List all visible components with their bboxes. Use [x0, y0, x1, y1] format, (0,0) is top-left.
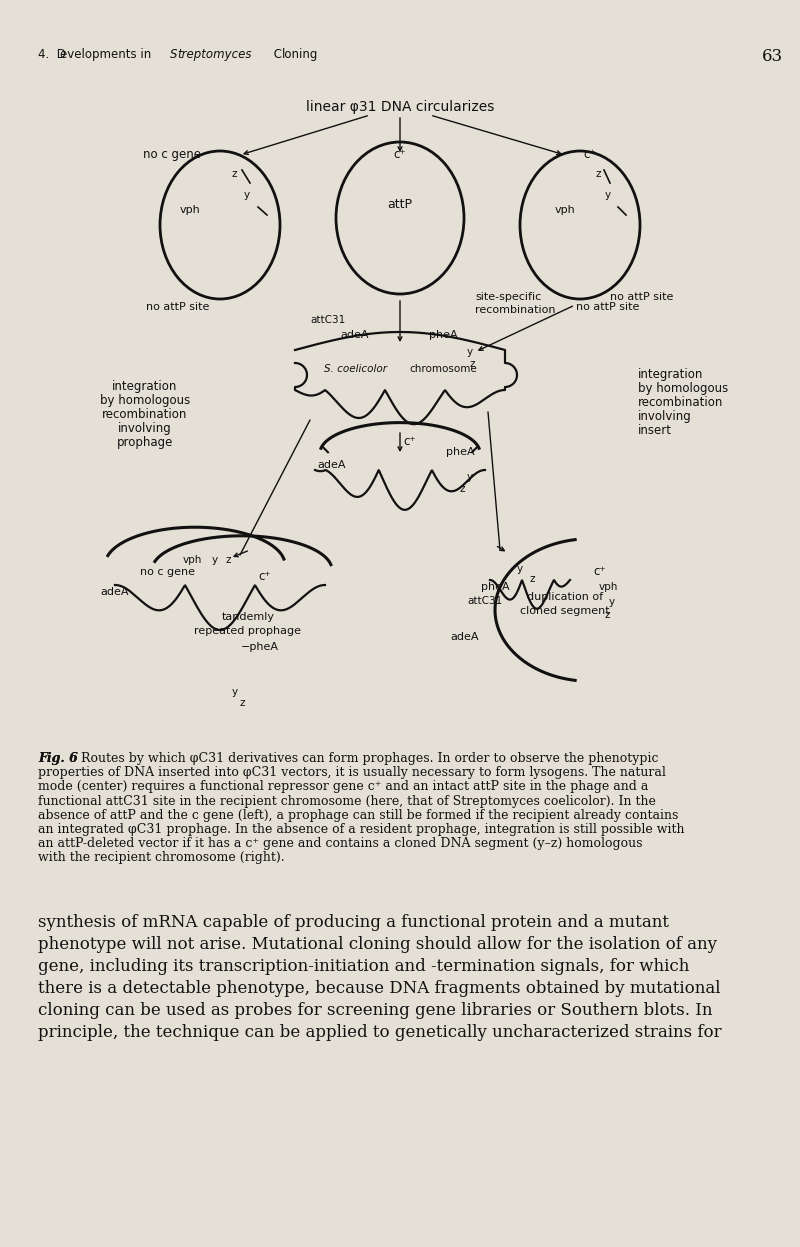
Text: by homologous: by homologous [100, 394, 190, 407]
Text: mode (center) requires a functional repressor gene c⁺ and an intact attP site in: mode (center) requires a functional repr… [38, 781, 648, 793]
Text: absence of attP and the c gene (left), a prophage can still be formed if the rec: absence of attP and the c gene (left), a… [38, 809, 678, 822]
Text: S. coelicolor: S. coelicolor [323, 364, 386, 374]
Text: c⁺: c⁺ [584, 148, 596, 161]
Text: vph: vph [180, 205, 200, 214]
Text: 4.  D: 4. D [38, 47, 66, 61]
Text: y: y [467, 347, 473, 357]
Text: duplication of: duplication of [527, 592, 603, 602]
Text: cloning can be used as probes for screening gene libraries or Southern blots. In: cloning can be used as probes for screen… [38, 1001, 713, 1019]
Text: an integrated φC31 prophage. In the absence of a resident prophage, integration : an integrated φC31 prophage. In the abse… [38, 823, 685, 835]
Text: by homologous: by homologous [638, 382, 728, 395]
Text: integration: integration [638, 368, 703, 382]
Text: c⁺: c⁺ [258, 570, 271, 584]
Text: no c gene: no c gene [143, 148, 201, 161]
Text: z: z [231, 170, 237, 180]
Text: repeated prophage: repeated prophage [194, 626, 302, 636]
Text: no attP site: no attP site [610, 292, 674, 302]
Text: attP: attP [387, 198, 413, 211]
Text: pheA: pheA [429, 330, 458, 340]
Text: no attP site: no attP site [146, 302, 210, 312]
Text: recombination: recombination [102, 408, 188, 421]
Text: adeA: adeA [450, 632, 479, 642]
Text: involving: involving [638, 410, 692, 423]
Text: C: C [270, 47, 282, 61]
Text: involving: involving [118, 421, 172, 435]
Text: with the recipient chromosome (right).: with the recipient chromosome (right). [38, 852, 285, 864]
Text: z: z [530, 574, 534, 584]
Text: functional attC31 site in the recipient chromosome (here, that of Streptomyces c: functional attC31 site in the recipient … [38, 794, 656, 808]
Text: tandemly: tandemly [222, 612, 274, 622]
Text: properties of DNA inserted into φC31 vectors, it is usually necessary to form ly: properties of DNA inserted into φC31 vec… [38, 766, 666, 779]
Text: y: y [232, 687, 238, 697]
Text: c⁺: c⁺ [394, 148, 406, 161]
Text: −pheA: −pheA [241, 642, 279, 652]
Text: Fig. 6: Fig. 6 [38, 752, 78, 764]
Text: Fig. 6: Fig. 6 [38, 752, 78, 764]
Text: pheA: pheA [481, 582, 510, 592]
Text: evelopments in: evelopments in [60, 47, 155, 61]
Text: loning: loning [282, 47, 318, 61]
Text: gene, including its transcription-initiation and -termination signals, for which: gene, including its transcription-initia… [38, 958, 690, 975]
Text: z: z [226, 555, 230, 565]
Text: z: z [459, 484, 465, 494]
Text: y: y [244, 190, 250, 200]
Text: y: y [605, 190, 611, 200]
Text: Routes by which φC31 derivatives can form prophages. In order to observe the phe: Routes by which φC31 derivatives can for… [73, 752, 658, 764]
Text: z: z [604, 610, 610, 620]
Text: an attP-deleted vector if it has a c⁺ gene and contains a cloned DNA segment (y–: an attP-deleted vector if it has a c⁺ ge… [38, 837, 642, 850]
Text: treptomyces: treptomyces [177, 47, 251, 61]
Text: attC31: attC31 [310, 315, 346, 325]
Text: linear φ31 DNA circularizes: linear φ31 DNA circularizes [306, 100, 494, 113]
Text: c⁺: c⁺ [404, 435, 416, 448]
Text: recombination: recombination [475, 306, 555, 315]
Text: synthesis of mRNA capable of producing a functional protein and a mutant: synthesis of mRNA capable of producing a… [38, 914, 669, 930]
Text: adeA: adeA [341, 330, 370, 340]
Text: S: S [170, 47, 178, 61]
Text: 63: 63 [762, 47, 783, 65]
Text: z: z [239, 698, 245, 708]
Text: z: z [595, 170, 601, 180]
Text: adeA: adeA [318, 460, 346, 470]
Text: vph: vph [598, 582, 618, 592]
Text: no attP site: no attP site [576, 302, 640, 312]
Text: chromosome: chromosome [409, 364, 477, 374]
Text: y: y [467, 473, 473, 483]
Text: adeA: adeA [101, 587, 130, 597]
Text: vph: vph [554, 205, 575, 214]
Text: integration: integration [112, 380, 178, 393]
Text: principle, the technique can be applied to genetically uncharacterized strains f: principle, the technique can be applied … [38, 1024, 722, 1040]
Text: insert: insert [638, 424, 672, 436]
Text: prophage: prophage [117, 436, 173, 449]
Text: y: y [609, 597, 615, 607]
Text: c⁺: c⁺ [594, 565, 606, 579]
Text: z: z [470, 359, 474, 369]
Text: pheA: pheA [446, 446, 474, 456]
Text: y: y [212, 555, 218, 565]
Text: no c gene: no c gene [140, 567, 195, 577]
Text: recombination: recombination [638, 397, 723, 409]
Text: vph: vph [182, 555, 202, 565]
Text: site-specific: site-specific [475, 292, 542, 302]
Text: there is a detectable phenotype, because DNA fragments obtained by mutational: there is a detectable phenotype, because… [38, 980, 721, 996]
Text: cloned segment: cloned segment [520, 606, 610, 616]
Text: attC31: attC31 [467, 596, 502, 606]
Text: y: y [517, 564, 523, 574]
Text: phenotype will not arise. Mutational cloning should allow for the isolation of a: phenotype will not arise. Mutational clo… [38, 935, 717, 953]
